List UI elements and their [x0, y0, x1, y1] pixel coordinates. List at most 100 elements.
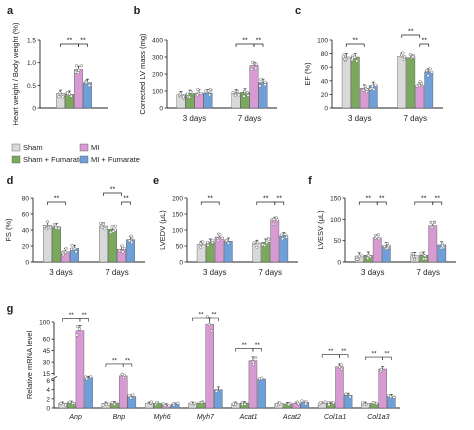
- y-tick-label-c-4: 80: [321, 51, 329, 58]
- data-point-e-0-1-3: [210, 240, 215, 245]
- data-point-b-0-1-4: [189, 90, 193, 94]
- data-point-g-6-2-0: [339, 367, 344, 371]
- legend-swatch-1: [79, 143, 89, 152]
- data-point-a-0-2-0: [74, 70, 78, 74]
- group-label-g-4: Acat1: [239, 414, 258, 421]
- data-point-g-0-0-2: [63, 403, 68, 407]
- data-point-b-0-0-4: [178, 92, 182, 96]
- y-tick-label-a-3: 1.5: [27, 38, 36, 45]
- data-point-g-4-2-1: [252, 362, 256, 366]
- y-tick-label-e-4: 200: [172, 196, 183, 203]
- data-point-g-2-2-2: [161, 402, 165, 406]
- data-point-e-1-2-2: [272, 222, 276, 226]
- group-label-c-0: 3 days: [348, 114, 372, 123]
- bar-g-3-2: [205, 323, 214, 409]
- data-point-f-1-0-4: [412, 252, 416, 256]
- data-point-c-0-2-3: [361, 88, 365, 92]
- data-point-g-1-3-0: [131, 393, 135, 397]
- y-tick-label-f-3: 150: [330, 196, 341, 203]
- data-point-g-0-0-1: [59, 401, 63, 405]
- bar-a-0-2: [74, 69, 83, 109]
- data-point-g-0-2-0: [77, 327, 81, 331]
- data-point-b-1-1-4: [243, 89, 247, 94]
- data-point-d-1-0-3: [100, 225, 104, 229]
- data-point-f-0-3-4: [386, 246, 390, 250]
- data-point-a-0-2-3: [74, 64, 79, 68]
- data-point-f-0-0-1: [357, 254, 362, 258]
- data-point-f-1-1-2: [424, 257, 428, 261]
- data-point-b-1-1-2: [246, 93, 250, 98]
- sig-bracket-g-7-1: [382, 356, 392, 361]
- data-point-a-0-0-4: [58, 91, 62, 95]
- data-point-c-1-0-1: [402, 57, 406, 61]
- sig-label-e-d7b: **: [277, 196, 283, 203]
- data-point-g-6-2-1: [339, 363, 343, 367]
- data-point-b-0-3-1: [208, 93, 212, 97]
- data-point-e-1-0-4: [252, 240, 256, 245]
- y-tick-label-a-2: 1.0: [27, 60, 36, 67]
- data-point-e-0-3-4: [224, 239, 229, 243]
- data-point-g-4-1-2: [243, 402, 247, 406]
- bar-e-1-2: [270, 220, 280, 263]
- data-point-g-4-1-1: [240, 402, 244, 406]
- data-point-e-1-0-2: [255, 245, 259, 249]
- y-tick-label-g-8: 100: [39, 320, 50, 327]
- sig-bracket-d-d7b: [121, 201, 131, 205]
- data-point-g-3-2-0: [209, 329, 213, 333]
- data-point-d-0-3-0: [74, 250, 78, 254]
- data-point-e-0-0-4: [198, 242, 203, 246]
- y-tick-label-b-0: 0: [159, 106, 163, 113]
- data-point-d-0-1-1: [57, 226, 61, 230]
- bar-g-6-2: [335, 366, 344, 409]
- data-point-d-1-1-4: [109, 230, 113, 234]
- data-point-d-1-0-1: [98, 221, 103, 225]
- sig-label-g-0-0: **: [69, 312, 75, 319]
- data-point-a-0-2-1: [79, 64, 84, 68]
- panel-letter-g: g: [7, 303, 14, 315]
- data-point-d-1-1-2: [113, 228, 117, 232]
- panel-d: 0 20 40 60 80 FS (%) 3 days 7 days ** ** **: [4, 187, 145, 277]
- bar-g-4-3: [257, 378, 266, 409]
- data-point-d-1-0-0: [103, 227, 107, 231]
- sig-label-e-d7a: **: [263, 196, 269, 203]
- data-point-b-0-2-2: [199, 91, 203, 96]
- y-axis-label-g: Relative mRNA level: [25, 330, 34, 399]
- data-point-d-0-3-4: [70, 247, 74, 251]
- y-tick-label-d-1: 20: [22, 244, 30, 251]
- y-tick-label-g-3: 6: [46, 378, 50, 385]
- data-point-g-3-0-1: [192, 401, 196, 405]
- sig-label-d-d7b: **: [123, 196, 129, 203]
- bar-c-1-2: [415, 85, 425, 109]
- data-point-c-1-2-3: [419, 81, 424, 86]
- y-tick-label-e-1: 50: [176, 244, 184, 251]
- sig-label-g-7-0: **: [372, 351, 378, 358]
- y-tick-label-g-1: 2: [46, 396, 50, 403]
- y-tick-label-f-0: 0: [337, 260, 341, 267]
- data-point-c-1-3-2: [430, 70, 434, 74]
- y-tick-label-d-3: 60: [22, 212, 30, 219]
- data-point-g-1-0-2: [104, 402, 108, 406]
- data-point-g-5-0-1: [275, 403, 279, 407]
- group-label-b-0: 3 days: [183, 114, 207, 123]
- y-axis-label-d: FS (%): [4, 218, 13, 242]
- sig-bracket-g-3-1: [209, 317, 219, 321]
- data-point-d-1-0-4: [101, 222, 106, 226]
- data-point-g-5-0-2: [278, 401, 282, 405]
- data-point-b-1-3-0: [263, 83, 267, 87]
- y-tick-label-g-4: 15: [43, 371, 51, 378]
- data-point-b-1-1-0: [242, 94, 246, 98]
- group-label-c-1: 7 days: [403, 114, 427, 123]
- data-point-e-0-1-4: [206, 241, 210, 245]
- bar-c-0-0: [341, 56, 351, 109]
- panel-g: 0 2 4 615 30 45 60 100 Relative mRNA level Anp Bnp…: [25, 312, 400, 421]
- data-point-g-6-1-0: [331, 401, 335, 405]
- sig-label-f-d7b: **: [435, 196, 441, 203]
- bar-d-1-0: [99, 225, 108, 263]
- y-tick-label-c-1: 20: [321, 92, 329, 99]
- data-point-b-0-2-0: [196, 87, 200, 91]
- data-point-g-1-0-1: [101, 403, 105, 407]
- group-label-g-5: Acat2: [282, 414, 301, 421]
- data-point-e-1-2-4: [272, 217, 276, 221]
- y-tick-label-g-6: 45: [43, 348, 51, 355]
- data-point-b-0-3-4: [207, 89, 211, 93]
